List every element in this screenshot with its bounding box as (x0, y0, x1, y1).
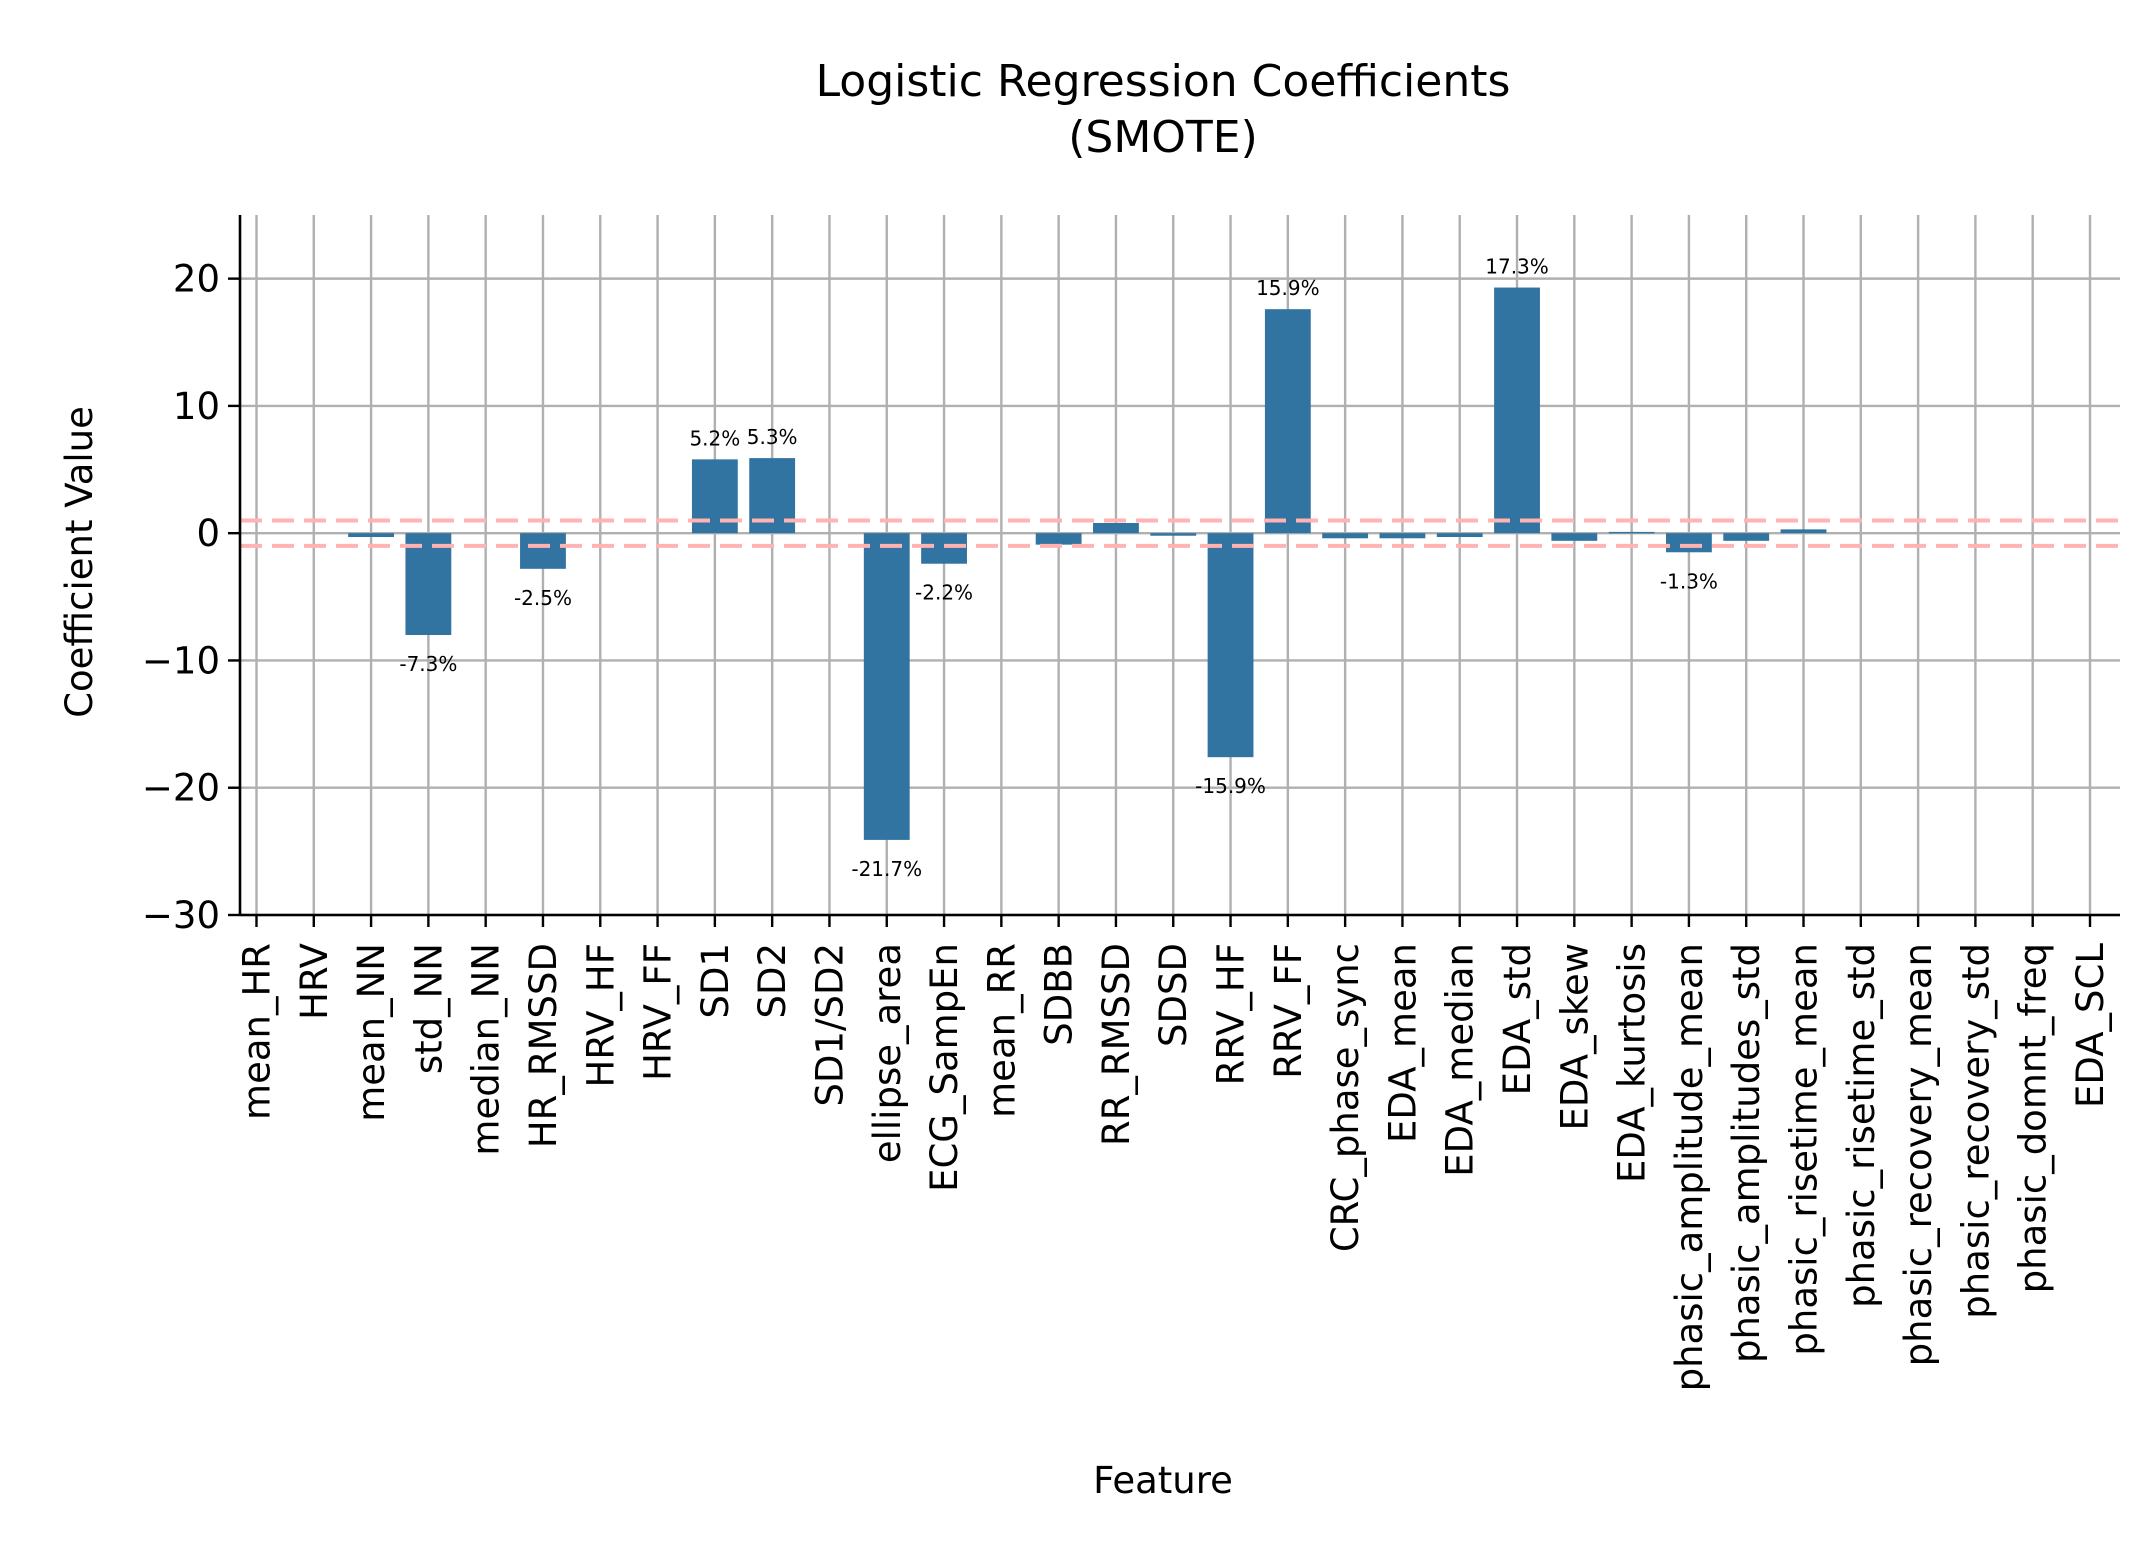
bar (863, 533, 910, 840)
chart-subtitle: (SMOTE) (1068, 112, 1258, 163)
x-tick-label: EDA_skew (1553, 943, 1596, 1130)
bar (348, 533, 394, 537)
x-tick-label: phasic_risetime_std (1840, 943, 1883, 1308)
x-tick-label: mean_RR (980, 943, 1023, 1118)
x-tick-label: EDA_SCL (2069, 943, 2112, 1108)
bar (1608, 531, 1655, 534)
x-tick-label: RRV_HF (1210, 943, 1253, 1085)
x-tick-label: EDA_std (1496, 943, 1539, 1095)
bar-annotation: 5.3% (747, 425, 798, 449)
bar (1723, 533, 1770, 541)
x-tick-label: EDA_kurtosis (1611, 943, 1654, 1183)
x-tick-label: SDSD (1152, 943, 1195, 1047)
bar (1150, 533, 1197, 536)
x-tick-label: SDBB (1038, 943, 1081, 1046)
x-tick-label: SD2 (751, 943, 794, 1019)
x-tick-label: median_NN (465, 943, 508, 1156)
x-tick-label: HRV (293, 943, 336, 1020)
bar-annotation: -7.3% (399, 652, 457, 676)
bar-annotation: -1.3% (1660, 569, 1718, 593)
x-tick-label: RR_RMSSD (1095, 943, 1138, 1146)
x-tick-label: SD1/SD2 (808, 943, 851, 1107)
bars-layer (348, 287, 1827, 840)
bar (1035, 533, 1082, 545)
x-tick-label: RRV_FF (1267, 943, 1310, 1079)
bar (1436, 533, 1483, 537)
bar-annotation: -2.5% (514, 586, 572, 610)
bar (1207, 533, 1254, 758)
x-ticks: mean_HR HRV mean_NN std_NN median_NN HR_RMSSD… (235, 915, 2112, 1391)
y-ticks: 20 10 0 −10 −20 −30 (142, 258, 240, 937)
y-tick-label: −10 (142, 639, 220, 682)
x-tick-label: EDA_median (1439, 943, 1482, 1177)
y-tick-label: 20 (173, 258, 220, 301)
bar-annotation: 17.3% (1485, 255, 1549, 279)
bar (1093, 523, 1139, 534)
bar (1780, 529, 1827, 534)
y-tick-label: 0 (196, 512, 220, 555)
x-tick-label: phasic_recovery_std (1954, 943, 1997, 1319)
x-tick-label: HR_RMSSD (522, 943, 565, 1148)
chart-title: Logistic Regression Coefficients (816, 56, 1511, 107)
bar-annotations: -7.3% -2.5% 5.2% 5.3% -21.7% -2.2% -15.9% 15.9%… (399, 255, 1718, 881)
x-tick-label: phasic_domnt_freq (2012, 943, 2055, 1293)
threshold-layer (240, 518, 2120, 548)
x-tick-label: std_NN (407, 943, 450, 1074)
bar (921, 533, 967, 564)
bar (1665, 533, 1712, 553)
bar-annotation: 5.2% (689, 426, 740, 450)
x-tick-label: phasic_amplitude_mean (1668, 943, 1711, 1391)
bar (1551, 533, 1598, 541)
y-axis-label: Coefficient Value (58, 406, 101, 718)
y-tick-label: 10 (173, 385, 220, 428)
x-tick-label: mean_NN (350, 943, 393, 1122)
bar (520, 533, 566, 569)
x-tick-label: HRV_HF (579, 943, 622, 1087)
bar-annotation: -15.9% (1195, 774, 1266, 798)
y-tick-label: −20 (142, 767, 220, 810)
y-tick-label: −30 (142, 894, 220, 937)
bar-annotation: -21.7% (851, 857, 922, 881)
x-tick-label: SD1 (694, 943, 737, 1019)
x-tick-label: HRV_FF (637, 943, 680, 1081)
bar (1379, 533, 1426, 539)
x-tick-label: ellipse_area (866, 943, 909, 1163)
x-axis-label: Feature (1093, 1459, 1233, 1502)
x-tick-label: mean_HR (235, 943, 278, 1120)
bar (1264, 309, 1311, 534)
x-tick-label: phasic_amplitudes_std (1725, 943, 1768, 1363)
axes-layer (238, 215, 2120, 917)
x-tick-label: ECG_SampEn (923, 943, 966, 1192)
x-tick-label: phasic_recovery_mean (1897, 943, 1940, 1366)
bar-annotation: 15.9% (1256, 276, 1320, 300)
bar (405, 533, 452, 635)
bar (1494, 287, 1540, 534)
x-tick-label: EDA_mean (1381, 943, 1424, 1143)
x-tick-label: CRC_phase_sync (1324, 943, 1367, 1252)
bar (1322, 533, 1369, 539)
x-tick-label: phasic_risetime_mean (1783, 943, 1826, 1356)
bar-annotation: -2.2% (915, 581, 973, 605)
